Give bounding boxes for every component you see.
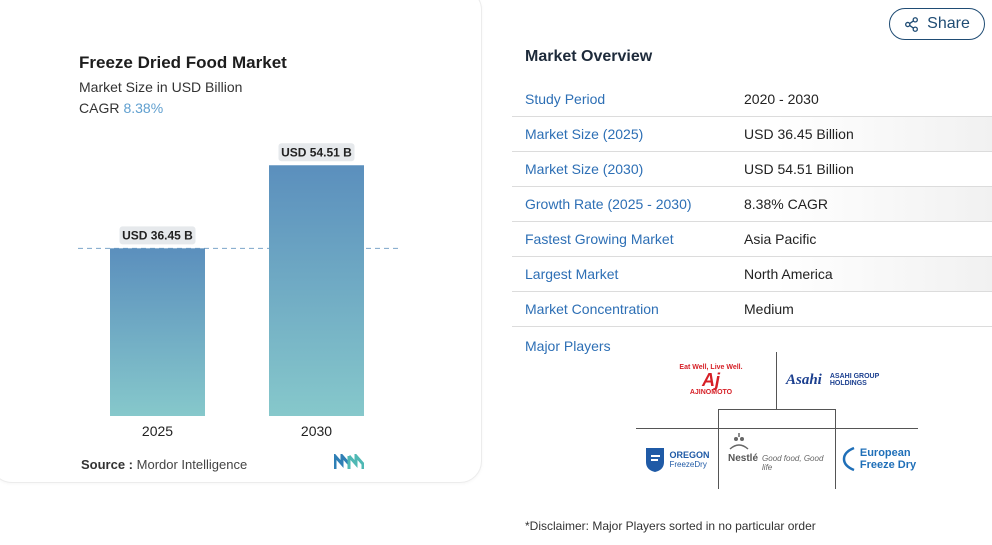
share-button[interactable]: Share <box>889 8 985 40</box>
row-key[interactable]: Market Size (2030) <box>525 161 644 177</box>
overview-title: Market Overview <box>525 48 653 65</box>
share-icon <box>905 16 919 32</box>
disclaimer: *Disclaimer: Major Players sorted in no … <box>525 519 816 533</box>
row-value: Medium <box>744 301 794 317</box>
oregon-line2: FreezeDry <box>669 460 707 469</box>
mordor-logo-icon <box>334 454 364 469</box>
overview-row: Growth Rate (2025 - 2030) 8.38% CAGR <box>512 187 992 222</box>
chart-subtitle: Market Size in USD Billion <box>79 79 243 95</box>
row-key[interactable]: Market Concentration <box>525 301 659 317</box>
chart-cagr: CAGR 8.38% <box>79 100 163 116</box>
nestle-tagline: Good food, Good life <box>762 453 824 472</box>
row-value: Asia Pacific <box>744 231 817 247</box>
overview-row: Fastest Growing Market Asia Pacific <box>512 222 992 257</box>
ajinomoto-tagline: Eat Well, Live Well. <box>679 364 743 371</box>
bar[interactable] <box>269 165 364 416</box>
european-emblem-icon <box>842 446 855 472</box>
asahi-logo: Asahi ASAHI GROUP HOLDINGS <box>786 360 916 400</box>
data-label: USD 54.51 B <box>281 145 352 159</box>
overview-table: Study Period 2020 - 2030 Market Size (202… <box>512 82 992 327</box>
data-label: USD 36.45 B <box>122 228 193 242</box>
chart-title: Freeze Dried Food Market <box>79 53 287 72</box>
bar[interactable] <box>110 248 205 416</box>
ajinomoto-name: AJINOMOTO <box>689 389 733 396</box>
source-label: Source : <box>81 457 134 472</box>
nestle-logo: Nestlé Good food, Good life <box>722 416 834 486</box>
nestle-nest-icon <box>729 432 749 450</box>
overview-row: Largest Market North America <box>512 257 992 292</box>
major-players-grid: Eat Well, Live Well. Aj AJINOMOTO Asahi … <box>636 352 918 492</box>
grid-divider <box>718 409 836 410</box>
ajinomoto-logo: Eat Well, Live Well. Aj AJINOMOTO <box>656 358 766 402</box>
european-line2: Freeze Dry <box>859 459 917 471</box>
row-key[interactable]: Fastest Growing Market <box>525 231 674 247</box>
row-value: 8.38% CAGR <box>744 196 829 212</box>
oregon-freeze-dry-logo: OREGON FreezeDry <box>638 440 716 480</box>
cagr-label: CAGR <box>79 100 120 116</box>
row-key[interactable]: Market Size (2025) <box>525 126 644 142</box>
grid-divider <box>776 352 777 409</box>
chart-card <box>0 0 482 483</box>
asahi-mark: Asahi <box>786 371 822 388</box>
overview-row: Market Concentration Medium <box>512 292 992 327</box>
row-value: North America <box>744 266 833 282</box>
data-label-bg <box>278 143 355 162</box>
european-line1: European <box>859 447 911 459</box>
overview-row: Market Size (2030) USD 54.51 Billion <box>512 152 992 187</box>
grid-divider <box>636 428 918 429</box>
row-key[interactable]: Growth Rate (2025 - 2030) <box>525 196 692 212</box>
row-value: 2020 - 2030 <box>744 91 819 107</box>
nestle-name: Nestlé <box>728 452 759 464</box>
grid-divider <box>718 409 719 489</box>
oregon-emblem-icon <box>646 448 665 472</box>
overview-row: Study Period 2020 - 2030 <box>512 82 992 117</box>
cagr-value: 8.38% <box>123 100 164 116</box>
oregon-line1: OREGON <box>669 450 710 460</box>
data-label-bg <box>119 226 196 245</box>
ajinomoto-mark-icon: Aj <box>702 370 720 390</box>
x-tick-label: 2025 <box>142 423 173 439</box>
row-value: USD 36.45 Billion <box>744 126 854 142</box>
source-value: Mordor Intelligence <box>136 457 248 472</box>
overview-row: Market Size (2025) USD 36.45 Billion <box>512 117 992 152</box>
x-tick-label: 2030 <box>301 423 332 439</box>
row-key[interactable]: Study Period <box>525 91 606 107</box>
share-label: Share <box>927 15 970 32</box>
major-players-title[interactable]: Major Players <box>525 338 611 354</box>
european-freeze-dry-logo: European Freeze Dry <box>840 436 918 482</box>
row-value: USD 54.51 Billion <box>744 161 854 177</box>
grid-divider <box>835 409 836 489</box>
bar-chart: USD 36.45 B 2025 USD 54.51 B 2030 <box>78 143 398 439</box>
row-key[interactable]: Largest Market <box>525 266 619 282</box>
chart-source: Source : Mordor Intelligence <box>81 457 247 472</box>
asahi-name: ASAHI GROUP HOLDINGS <box>829 373 880 387</box>
